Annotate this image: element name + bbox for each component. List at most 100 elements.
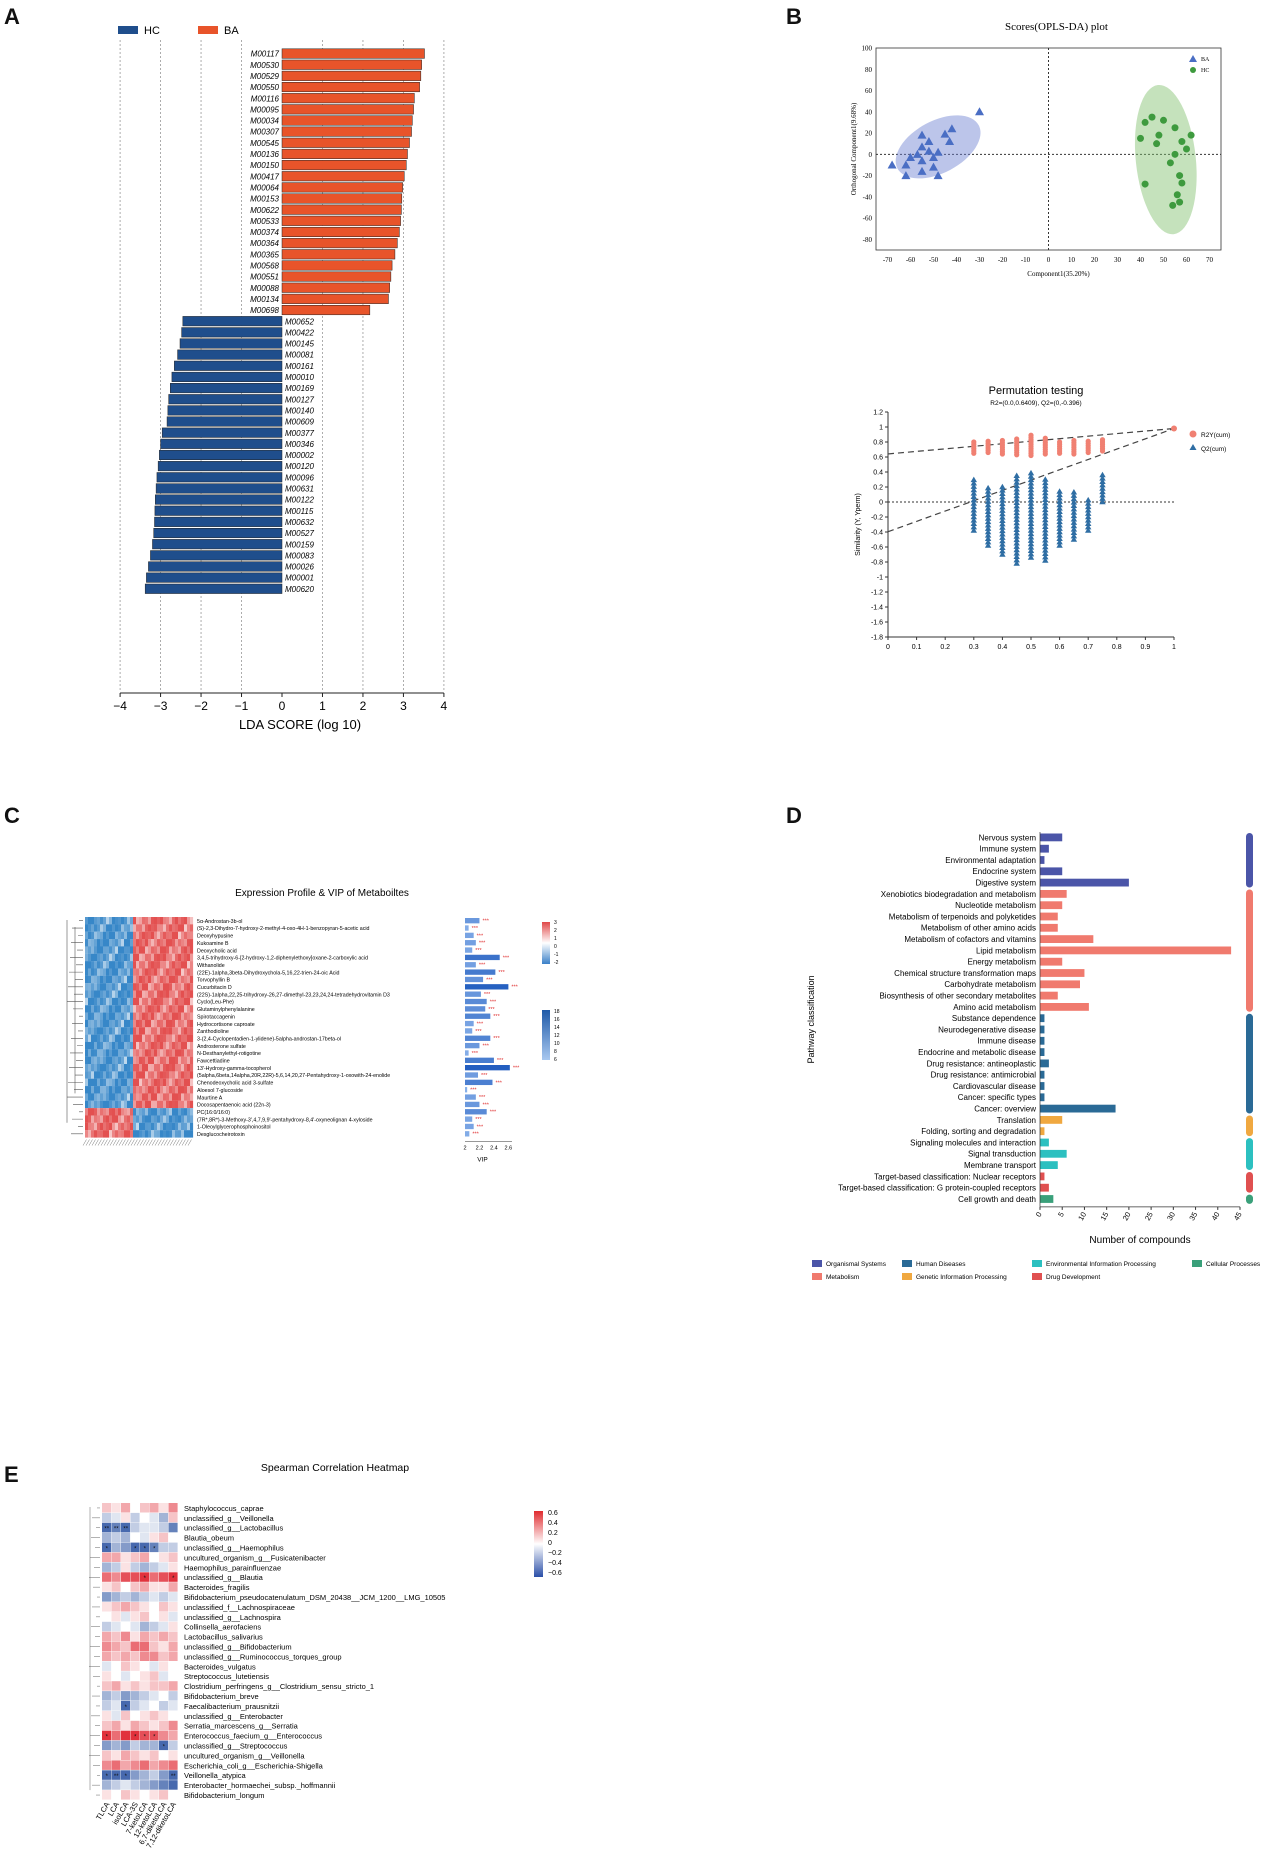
q2-point [1099, 475, 1106, 481]
correlation-cell [102, 1532, 112, 1543]
metabolite-label: Docosapentaenoic acid (22n-3) [197, 1103, 271, 1109]
heatmap-cell [148, 997, 152, 1006]
vip-star: *** [493, 1014, 500, 1020]
significance-mark: * [125, 1774, 128, 1780]
heatmap-cell [91, 1005, 95, 1013]
heatmap-cell [160, 961, 164, 969]
correlation-cell [149, 1710, 159, 1721]
heatmap-cell [109, 1019, 113, 1028]
q2-point [1070, 492, 1078, 498]
heatmap-cell [190, 1071, 194, 1079]
heatmap-cell [121, 1012, 125, 1020]
heatmap-cell [181, 1056, 185, 1065]
x-tick-label: 35 [1187, 1210, 1199, 1222]
heatmap-cell [127, 1019, 131, 1028]
heatmap-cell [148, 1078, 152, 1087]
q2-point [1070, 532, 1078, 539]
heatmap-cell [103, 1041, 107, 1050]
heatmap-cell [124, 1100, 128, 1109]
heatmap-cell [151, 953, 155, 962]
correlation-cell [121, 1710, 131, 1721]
heatmap-cell [172, 953, 176, 962]
heatmap-cell [163, 1115, 167, 1123]
correlation-cell [130, 1750, 140, 1760]
correlation-cell [140, 1740, 150, 1751]
y-tick-label: 40 [865, 108, 873, 116]
heatmap-cell [157, 939, 161, 947]
heatmap-cell [109, 1130, 113, 1138]
taxon-label: unclassified_g__Ruminococcus_torques_gro… [184, 1652, 342, 1661]
heatmap-cell [103, 939, 107, 947]
vip-bar [465, 1042, 480, 1049]
heatmap-cell [145, 931, 149, 940]
heatmap-cell [109, 917, 113, 925]
data-point-ba [924, 137, 934, 146]
data-point-hc [1176, 172, 1184, 180]
heatmap-cell [103, 1115, 107, 1123]
heatmap-cell [124, 1086, 128, 1094]
heatmap-cell [118, 1056, 122, 1065]
correlation-cell [149, 1582, 159, 1592]
taxon-label: Faecalibacterium_prausnitzii [184, 1702, 279, 1711]
heatmap-cell [190, 1034, 194, 1043]
heatmap-cell [154, 1027, 158, 1035]
heatmap-cell [115, 1064, 119, 1072]
heatmap-cell [181, 1130, 185, 1138]
heatmap-cell [154, 1034, 158, 1043]
heatmap-cell [97, 961, 101, 969]
heatmap-cell [187, 939, 191, 947]
q2-point [1042, 530, 1049, 536]
heatmap-cell [130, 1086, 134, 1094]
heatmap-cell [130, 1115, 134, 1123]
heatmap-cell [163, 990, 167, 998]
heatmap-cell [136, 917, 140, 925]
correlation-cell [140, 1532, 150, 1543]
vip-bar [465, 925, 469, 931]
heatmap-cell [136, 1078, 140, 1087]
q2-point [1099, 471, 1106, 478]
heatmap-cell [115, 924, 119, 932]
heatmap-cell [85, 961, 89, 969]
heatmap-cell [172, 1012, 176, 1020]
heatmap-cell [163, 1049, 167, 1057]
metabolite-label: Withanolide [197, 963, 225, 969]
heatmap-cell [175, 1012, 179, 1020]
metabolite-label: Zanthodioline [197, 1029, 229, 1035]
sample-label-tick [118, 1139, 123, 1146]
y-tick-label: 0.2 [873, 485, 883, 492]
heatmap-cell [163, 1041, 167, 1050]
heatmap-cell [109, 1108, 113, 1116]
correlation-cell [149, 1562, 159, 1572]
heatmap-cell [85, 1078, 89, 1087]
heatmap-cell [109, 1078, 113, 1087]
q2-point [984, 532, 992, 538]
data-point-hc [1169, 201, 1177, 209]
q2-point [1027, 523, 1035, 530]
heatmap-cell [130, 1071, 134, 1079]
heatmap-cell [133, 1086, 137, 1094]
taxon-label: Bifidobacterium_longum [184, 1791, 264, 1800]
heatmap-cell [103, 946, 107, 954]
heatmap-cell [160, 997, 164, 1006]
correlation-cell [111, 1602, 121, 1612]
q2-point [1056, 525, 1063, 531]
x-tick-label: 0.8 [1112, 644, 1122, 650]
correlation-colorbar [534, 1511, 543, 1577]
heatmap-cell [145, 1093, 149, 1101]
taxon-label: Bacteroides_fragilis [184, 1583, 250, 1592]
heatmap-cell [148, 968, 152, 976]
heatmap-cell [130, 1122, 134, 1131]
heatmap-cell [115, 939, 119, 947]
q2-point [1070, 512, 1078, 519]
q2-point [1027, 483, 1035, 489]
heatmap-cell [157, 946, 161, 954]
correlation-cell [121, 1542, 131, 1553]
significance-mark: * [125, 1705, 128, 1711]
heatmap-cell [163, 1005, 167, 1013]
q2-point [999, 527, 1006, 534]
heatmap-cell [169, 1130, 173, 1138]
heatmap-cell [172, 917, 176, 925]
significance-mark: ** [171, 1774, 176, 1780]
heatmap-cell [85, 953, 89, 962]
heatmap-cell [85, 1093, 89, 1101]
